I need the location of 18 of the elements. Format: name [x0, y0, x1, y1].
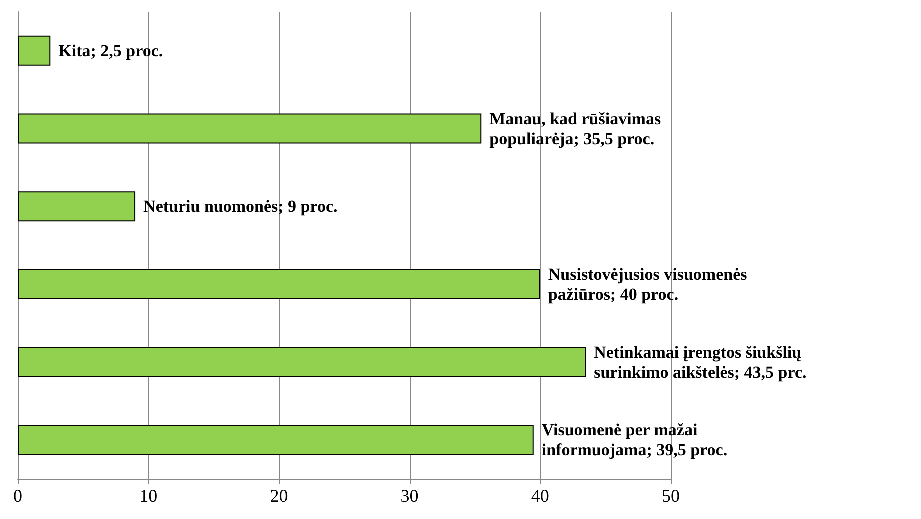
x-tick-label: 10 — [140, 486, 158, 506]
x-tick-label: 50 — [662, 486, 680, 506]
bar — [18, 269, 540, 300]
bar — [18, 36, 51, 66]
x-tick-label: 20 — [270, 486, 288, 506]
x-tick-label: 40 — [531, 486, 550, 506]
x-tick-label: 30 — [400, 486, 419, 506]
data-label: Netinkamai įrengtos šiukšlių surinkimo aikštelės; 43,5 prc. — [594, 342, 807, 382]
data-label: Manau, kad rūšiavimas populiarėja; 35,5 proc. — [490, 109, 666, 148]
bar — [18, 114, 482, 144]
bar — [18, 425, 534, 456]
data-label: Kita; 2,5 proc. — [58, 41, 164, 60]
data-label: Nusistovėjusios visuomenės pažiūros; 40 proc. — [548, 264, 752, 304]
bar — [18, 347, 586, 378]
data-label: Neturiu nuomonės; 9 proc. — [144, 197, 338, 216]
x-tick-label: 0 — [14, 486, 22, 506]
bar — [18, 192, 136, 222]
data-label: Visuomenė per mažai informuojama; 39,5 proc. — [542, 420, 728, 460]
